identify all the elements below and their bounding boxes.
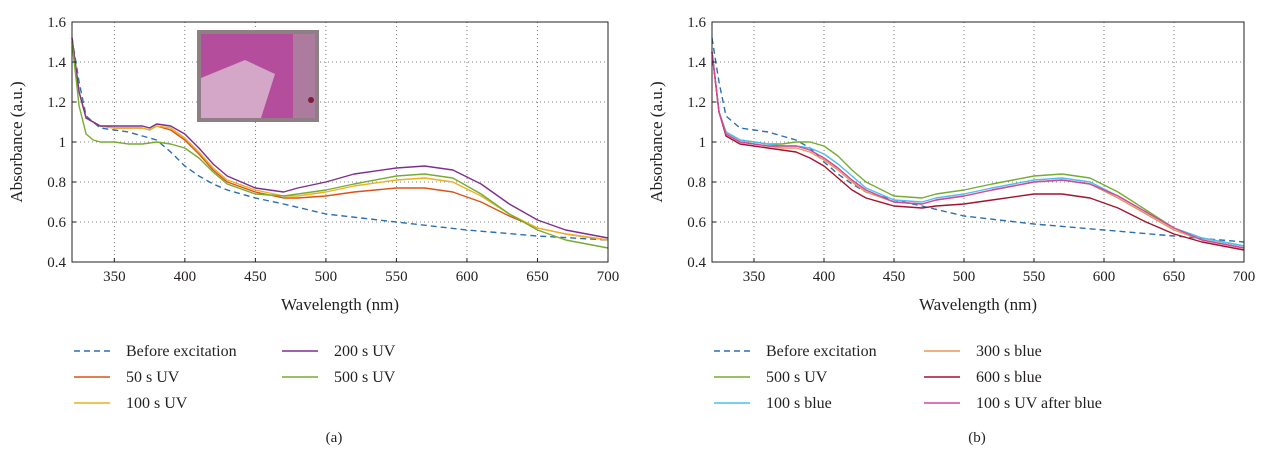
legend-label: 100 s blue: [766, 395, 832, 412]
y-tick-label: 1: [59, 135, 67, 151]
series-line-4: [711, 51, 1245, 249]
legend-label: 600 s blue: [976, 369, 1042, 386]
x-tick-label: 650: [526, 269, 549, 285]
series-group: [711, 37, 1245, 251]
series-line-5: [71, 41, 609, 249]
y-tick-label: 0.4: [687, 255, 706, 271]
x-tick-label: 350: [743, 269, 766, 285]
legend: Before excitation 50 s UV 100 s UV 200 s UV…: [74, 343, 396, 412]
x-tick-label: 600: [456, 269, 479, 285]
series-line-4: [71, 37, 609, 239]
legend-label: 300 s blue: [976, 343, 1042, 360]
x-tick-label: 450: [883, 269, 906, 285]
legend-label: 500 s UV: [334, 369, 396, 386]
y-axis-label: Absorbance (a.u.): [647, 81, 666, 202]
x-tick-label: 500: [315, 269, 338, 285]
panel-caption: (b): [968, 430, 986, 446]
y-tick-label: 1.6: [47, 15, 66, 31]
y-tick-label: 0.6: [687, 215, 706, 231]
inset-bleached-region: [201, 60, 275, 118]
series-line-1: [71, 37, 609, 241]
y-tick-label: 1.2: [687, 95, 706, 111]
series-line-5: [711, 51, 1245, 251]
x-tick-label: 600: [1093, 269, 1116, 285]
x-tick-label: 350: [103, 269, 126, 285]
series-group: [71, 37, 609, 249]
y-tick-label: 1.6: [687, 15, 706, 31]
series-line-1: [711, 37, 1245, 243]
legend-label: 100 s UV after blue: [976, 395, 1102, 412]
x-tick-label: 700: [1233, 269, 1256, 285]
y-axis: 0.4 0.6 0.8 1 1.2 1.4 1.6: [687, 15, 716, 271]
series-line-6: [711, 51, 1245, 249]
x-tick-label: 650: [1163, 269, 1186, 285]
legend-label: 50 s UV: [126, 369, 180, 386]
x-axis: 350 400 450 500 550 600 650 700: [743, 258, 1256, 285]
y-tick-label: 1.2: [47, 95, 66, 111]
legend: Before excitation 500 s UV 100 s blue 300 s…: [714, 343, 1102, 412]
legend-label: Before excitation: [766, 343, 877, 360]
x-tick-label: 400: [174, 269, 197, 285]
x-tick-label: 500: [953, 269, 976, 285]
y-tick-label: 0.8: [47, 175, 66, 191]
y-tick-label: 1.4: [47, 55, 66, 71]
legend-label: 500 s UV: [766, 369, 828, 386]
x-tick-label: 550: [1023, 269, 1046, 285]
y-tick-label: 0.6: [47, 215, 66, 231]
x-axis: 350 400 450 500 550 600 650 700: [103, 258, 619, 285]
chart-panel-a: 350 400 450 500 550 600 650 700 0.4 0.6 0.8 1 1.2 1.4…: [7, 15, 619, 446]
y-axis: 0.4 0.6 0.8 1 1.2 1.4 1.6: [47, 15, 76, 271]
panel-caption: (a): [326, 430, 343, 446]
x-axis-label: Wavelength (nm): [919, 295, 1037, 314]
series-line-2: [711, 51, 1245, 247]
y-tick-label: 0.8: [687, 175, 706, 191]
y-tick-label: 1.4: [687, 55, 706, 71]
legend-label: 200 s UV: [334, 343, 396, 360]
inset-mark: [308, 97, 314, 103]
y-axis-label: Absorbance (a.u.): [7, 81, 26, 202]
x-tick-label: 550: [385, 269, 408, 285]
y-tick-label: 1: [699, 135, 707, 151]
x-tick-label: 400: [813, 269, 836, 285]
series-line-3: [711, 51, 1245, 247]
series-line-3: [71, 37, 609, 241]
x-tick-label: 700: [597, 269, 620, 285]
legend-label: 100 s UV: [126, 395, 188, 412]
inset-edge: [293, 34, 315, 118]
y-tick-label: 0.4: [47, 255, 66, 271]
inset-photo: [197, 30, 319, 122]
legend-label: Before excitation: [126, 343, 237, 360]
x-tick-label: 450: [244, 269, 267, 285]
x-axis-label: Wavelength (nm): [281, 295, 399, 314]
chart-panel-b: 350 400 450 500 550 600 650 700 0.4 0.6 0.8 1 1.2 1.4…: [647, 15, 1255, 446]
